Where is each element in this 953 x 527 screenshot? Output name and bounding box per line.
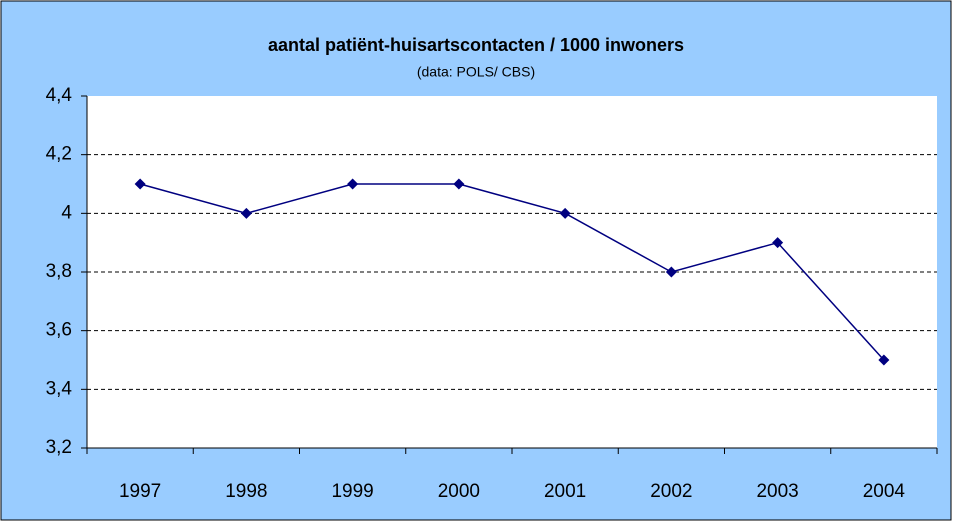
- x-tick-label: 1998: [225, 481, 267, 502]
- x-tick-label: 2002: [650, 481, 692, 502]
- series-line: [139, 183, 885, 361]
- chart-title: aantal patiënt-huisartscontacten / 1000 …: [268, 35, 684, 55]
- data-point: [453, 178, 465, 190]
- chart-subtitle: (data: POLS/ CBS): [417, 64, 535, 80]
- data-point: [559, 207, 571, 219]
- data-point: [878, 354, 890, 366]
- y-tick-label: 4,4: [46, 85, 73, 106]
- x-tick-label: 2001: [544, 481, 586, 502]
- data-point: [665, 266, 677, 278]
- x-tick-label: 1997: [119, 481, 161, 502]
- x-tick-label: 2000: [438, 481, 480, 502]
- x-tick-label: 2004: [863, 481, 906, 502]
- y-tick-label: 4: [61, 202, 72, 223]
- y-tick-label: 3,2: [46, 437, 72, 458]
- data-point: [772, 237, 784, 249]
- y-tick-label: 4,2: [46, 144, 72, 165]
- x-tick-label: 1999: [331, 481, 373, 502]
- data-point: [240, 207, 252, 219]
- y-tick-label: 3,8: [46, 261, 72, 282]
- x-tick-label: 2003: [756, 481, 798, 502]
- y-tick-label: 3,4: [46, 378, 73, 399]
- data-point: [347, 178, 359, 190]
- y-tick-label: 3,6: [46, 320, 72, 341]
- data-point: [134, 178, 146, 190]
